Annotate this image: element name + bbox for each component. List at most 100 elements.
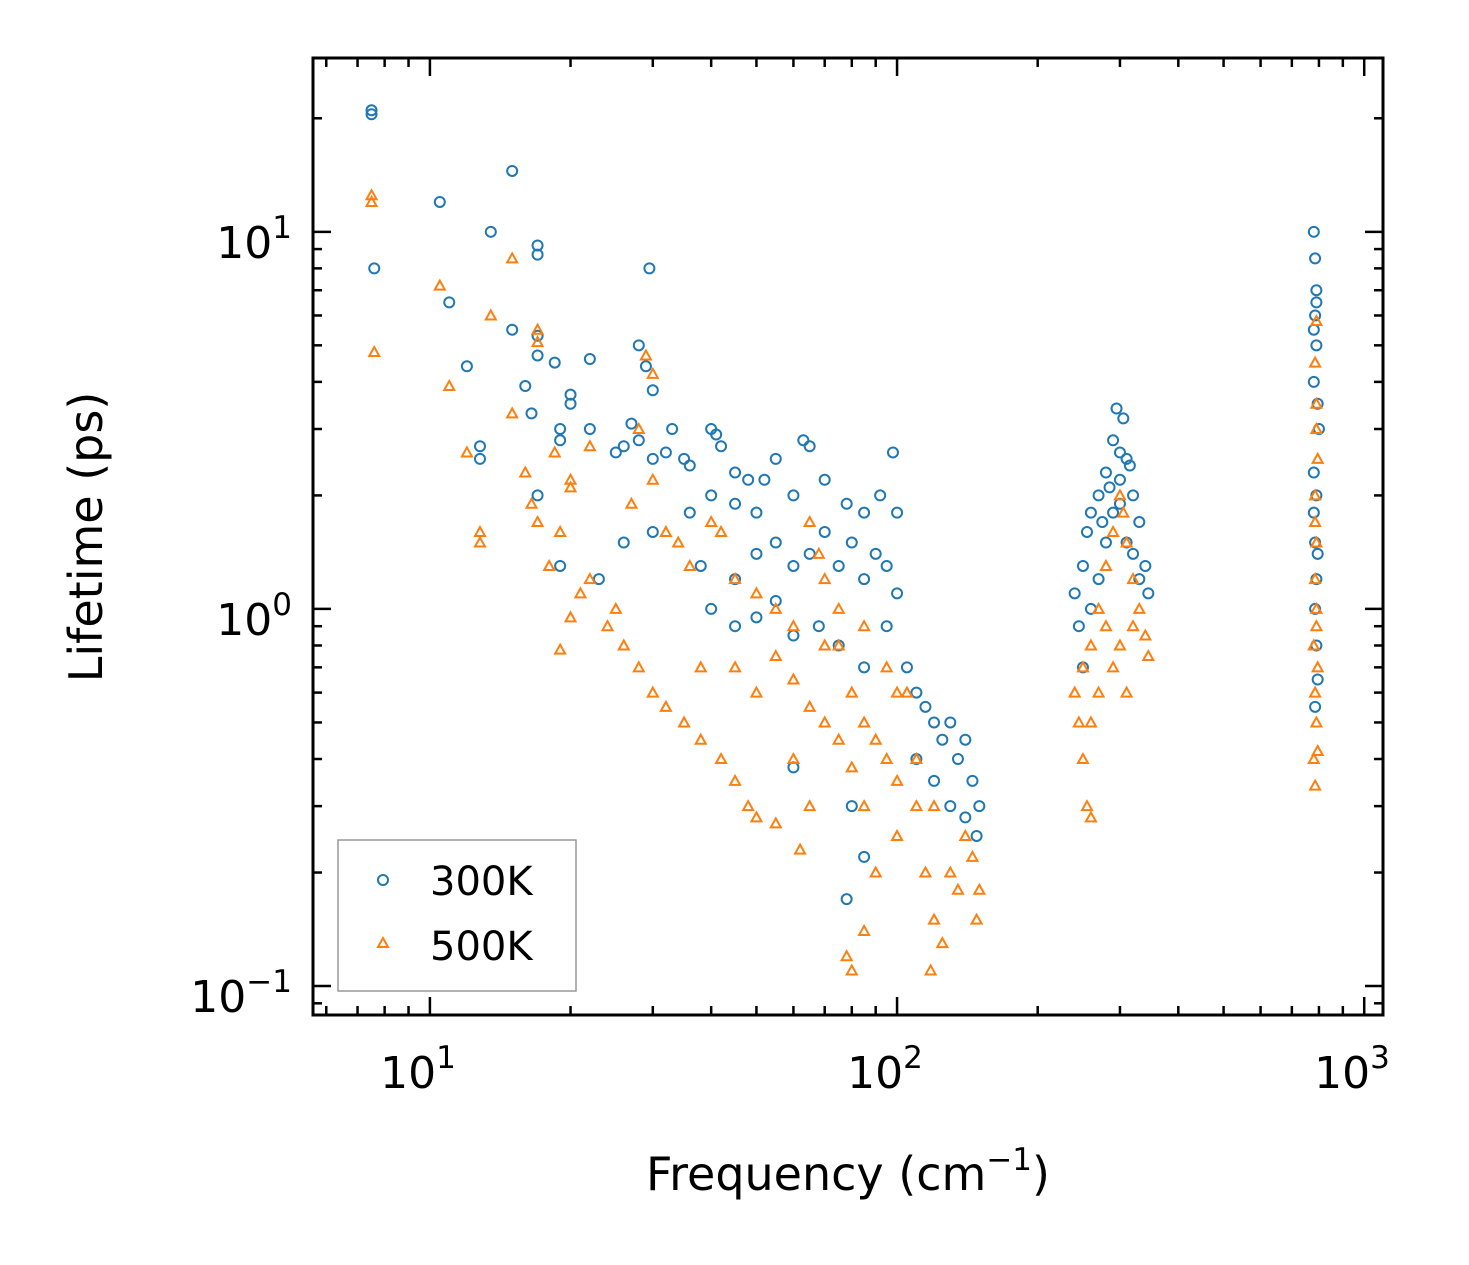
data-point-500k xyxy=(553,524,567,537)
data-point-500k xyxy=(1309,421,1324,435)
data-point-300k xyxy=(1307,375,1320,388)
data-point-500k xyxy=(367,344,381,358)
data-point-500k xyxy=(741,799,755,812)
data-point-500k xyxy=(890,685,904,698)
data-point-300k xyxy=(639,360,652,373)
data-point-300k xyxy=(973,800,986,813)
data-point-500k xyxy=(845,760,859,773)
data-point-500k xyxy=(1309,396,1324,409)
data-point-300k xyxy=(554,559,567,572)
data-point-500k xyxy=(749,810,764,823)
data-point-500k xyxy=(786,751,801,765)
data-point-300k xyxy=(1084,506,1097,519)
data-point-300k xyxy=(729,620,742,633)
series-500k xyxy=(364,188,1325,976)
data-point-300k xyxy=(368,262,381,275)
data-point-500k xyxy=(632,660,646,673)
data-point-300k xyxy=(928,774,941,787)
data-point-300k xyxy=(592,573,605,586)
y-tick-labels: 101 100 10−1 xyxy=(190,210,292,1023)
x-tick-labels: 101 102 103 xyxy=(380,1040,1390,1099)
data-point-300k xyxy=(787,489,800,502)
data-point-300k xyxy=(1311,547,1324,560)
data-point-500k xyxy=(677,715,691,728)
data-point-500k xyxy=(857,923,871,936)
data-point-500k xyxy=(951,882,965,895)
data-point-500k xyxy=(1141,648,1156,662)
data-point-500k xyxy=(600,619,615,632)
data-point-500k xyxy=(728,572,742,585)
data-point-500k xyxy=(714,751,728,765)
data-point-300k xyxy=(880,559,893,572)
data-point-500k xyxy=(553,642,567,655)
data-point-500k xyxy=(1308,514,1322,528)
data-point-300k xyxy=(1127,547,1140,560)
data-point-300k xyxy=(891,587,904,600)
data-point-300k xyxy=(919,700,932,713)
legend-label-300k: 300K xyxy=(430,859,534,905)
data-point-300k xyxy=(531,489,544,502)
data-point-300k xyxy=(646,525,659,538)
data-point-300k xyxy=(729,466,742,479)
data-point-500k xyxy=(1084,715,1098,728)
data-point-300k xyxy=(880,620,893,633)
data-point-500k xyxy=(927,912,941,925)
data-point-500k xyxy=(1113,488,1127,501)
data-point-300k xyxy=(1310,284,1323,297)
data-point-300k xyxy=(443,296,456,309)
data-point-500k xyxy=(694,660,708,673)
data-point-300k xyxy=(832,559,845,572)
data-point-300k xyxy=(1309,252,1322,265)
data-point-500k xyxy=(1308,778,1322,791)
data-point-300k xyxy=(678,452,691,465)
data-point-500k xyxy=(802,699,817,712)
data-point-300k xyxy=(659,446,672,459)
data-point-500k xyxy=(749,685,764,698)
data-point-500k xyxy=(1091,685,1106,698)
data-point-300k xyxy=(625,417,638,430)
data-point-500k xyxy=(1132,601,1146,614)
data-point-500k xyxy=(573,586,588,599)
data-point-300k xyxy=(365,104,378,117)
data-point-500k xyxy=(831,638,846,651)
data-point-500k xyxy=(1310,743,1325,757)
data-point-300k xyxy=(944,716,957,729)
data-point-500k xyxy=(1076,660,1090,673)
data-point-500k xyxy=(639,348,653,361)
data-point-300k xyxy=(1107,506,1120,519)
data-point-500k xyxy=(704,514,718,528)
data-point-300k xyxy=(858,506,871,519)
data-point-300k xyxy=(750,547,763,560)
data-point-300k xyxy=(1311,673,1324,686)
data-point-300k xyxy=(944,800,957,813)
data-point-300k xyxy=(758,473,771,486)
data-point-500k xyxy=(530,514,545,528)
data-point-500k xyxy=(505,251,519,264)
data-point-500k xyxy=(943,865,957,878)
data-point-500k xyxy=(890,828,904,841)
data-point-500k xyxy=(1309,619,1324,632)
data-point-300k xyxy=(433,195,446,208)
data-point-500k xyxy=(442,378,456,392)
data-point-300k xyxy=(1307,466,1320,479)
data-point-500k xyxy=(935,936,950,949)
data-point-300k xyxy=(1123,459,1136,472)
data-point-500k xyxy=(857,619,871,632)
x-tick-label: 101 xyxy=(380,1040,456,1099)
data-point-300k xyxy=(1076,559,1089,572)
data-point-500k xyxy=(918,865,933,878)
data-point-500k xyxy=(473,535,487,548)
data-point-300k xyxy=(683,506,696,519)
x-tick-label: 103 xyxy=(1314,1040,1390,1099)
legend-box xyxy=(337,839,577,992)
data-point-500k xyxy=(646,472,660,485)
data-point-500k xyxy=(542,558,556,571)
data-point-300k xyxy=(525,407,538,420)
data-point-300k xyxy=(715,440,728,453)
data-point-500k xyxy=(879,751,894,765)
data-point-500k xyxy=(617,638,631,651)
legend-marker-300k xyxy=(377,874,389,886)
data-point-300k xyxy=(858,573,871,586)
data-point-300k xyxy=(705,489,718,502)
data-point-300k xyxy=(473,440,486,453)
